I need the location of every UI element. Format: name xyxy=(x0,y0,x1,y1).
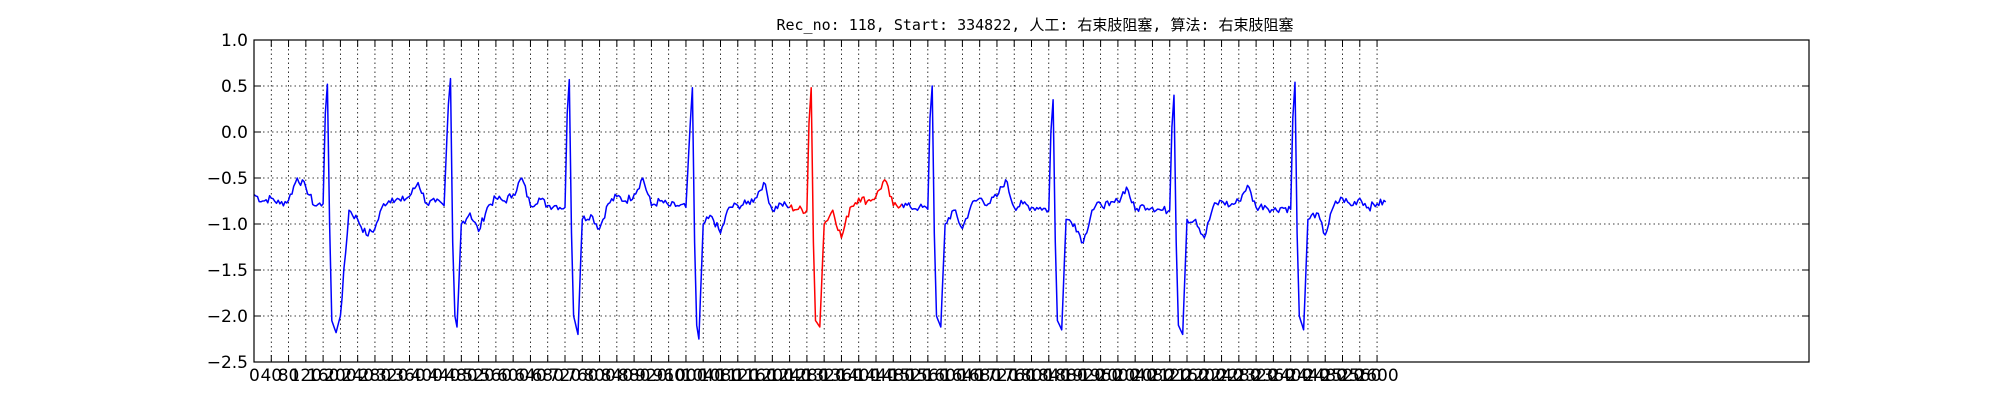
x-tick-label: 520 xyxy=(462,366,494,386)
x-tick-label: 840 xyxy=(601,366,633,386)
x-tick-label: 360 xyxy=(393,366,425,386)
x-tick-label: 1720 xyxy=(975,366,1018,386)
x-tick-label: 1520 xyxy=(889,366,932,386)
x-axis: 0 408012016020024028032036040044048052056… xyxy=(249,40,1399,386)
x-tick-label: 80 xyxy=(278,366,300,386)
x-tick-label: 560 xyxy=(480,366,512,386)
x-tick-label: 640 xyxy=(514,366,546,386)
x-tick-label: 200 xyxy=(324,366,356,386)
x-tick-label: 680 xyxy=(531,366,563,386)
x-tick-label: 2560 xyxy=(1338,366,1381,386)
x-tick-label: 2200 xyxy=(1183,366,1226,386)
x-tick-label: 1120 xyxy=(716,366,759,386)
x-tick-label: 2360 xyxy=(1252,366,1295,386)
chart-title: Rec_no: 118, Start: 334822, 人工: 右束肢阻塞, 算… xyxy=(776,16,1293,34)
x-tick-label: 2280 xyxy=(1217,366,1260,386)
x-tick-label: 1800 xyxy=(1010,366,1053,386)
x-tick-label: 1560 xyxy=(906,366,949,386)
x-tick-label: 600 xyxy=(497,366,529,386)
x-tick-label: 1400 xyxy=(837,366,880,386)
x-tick-label: 1160 xyxy=(733,366,776,386)
x-tick-label: 960 xyxy=(652,366,684,386)
y-tick-label: 0.5 xyxy=(221,77,248,97)
x-tick-label: 280 xyxy=(359,366,391,386)
x-tick-label: 2160 xyxy=(1165,366,1208,386)
x-tick-label: 1320 xyxy=(803,366,846,386)
x-tick-label: 1840 xyxy=(1027,366,1070,386)
x-tick-label: 400 xyxy=(411,366,443,386)
x-tick-label: 720 xyxy=(549,366,581,386)
y-tick-label: −0.5 xyxy=(207,169,248,189)
x-tick-label: 1080 xyxy=(699,366,742,386)
x-tick-label: 120 xyxy=(290,366,322,386)
x-tick-label: 1880 xyxy=(1044,366,1087,386)
x-tick-label: 440 xyxy=(428,366,460,386)
x-tick-label: 800 xyxy=(583,366,615,386)
x-tick-label: 1440 xyxy=(854,366,897,386)
x-tick-label: 1280 xyxy=(785,366,828,386)
x-tick-label: 2520 xyxy=(1321,366,1364,386)
x-tick-label: 920 xyxy=(635,366,667,386)
y-tick-label: 1.0 xyxy=(221,31,248,51)
y-tick-label: −1.0 xyxy=(207,215,248,235)
y-tick-label: −1.5 xyxy=(207,261,248,281)
x-tick-label: 1760 xyxy=(993,366,1036,386)
x-tick-label: 1200 xyxy=(751,366,794,386)
x-tick-label: 2320 xyxy=(1234,366,1277,386)
x-tick-label: 40 xyxy=(260,366,282,386)
x-tick-label: 2480 xyxy=(1304,366,1347,386)
x-tick-label: 480 xyxy=(445,366,477,386)
x-tick-label: 240 xyxy=(341,366,373,386)
x-tick-label: 760 xyxy=(566,366,598,386)
x-tick-label: 320 xyxy=(376,366,408,386)
x-tick-label: 1240 xyxy=(768,366,811,386)
x-tick-label: 2000 xyxy=(1096,366,1139,386)
x-tick-label: 0 xyxy=(249,366,260,386)
x-tick-label: 1000 xyxy=(664,366,707,386)
x-tick-label: 1960 xyxy=(1079,366,1122,386)
x-tick-label: 1360 xyxy=(820,366,863,386)
x-tick-label: 1920 xyxy=(1062,366,1105,386)
x-tick-label: 1600 xyxy=(923,366,966,386)
grid xyxy=(254,40,1809,362)
x-tick-label: 1680 xyxy=(958,366,1001,386)
x-tick-label: 2080 xyxy=(1131,366,1174,386)
ecg-series-line xyxy=(901,81,1387,336)
x-tick-label: 1040 xyxy=(682,366,725,386)
y-tick-label: −2.0 xyxy=(207,307,248,327)
x-tick-label: 2600 xyxy=(1355,366,1398,386)
x-tick-label: 2440 xyxy=(1286,366,1329,386)
ecg-trace xyxy=(253,77,1387,340)
x-tick-label: 2240 xyxy=(1200,366,1243,386)
x-tick-label: 2040 xyxy=(1114,366,1157,386)
x-tick-label: 1480 xyxy=(872,366,915,386)
x-tick-label: 160 xyxy=(307,366,339,386)
y-axis: 1.0 0.5 0.0 −0.5 −1.0 −1.5 −2.0 −2.5 xyxy=(207,31,1809,373)
x-tick-label: 2120 xyxy=(1148,366,1191,386)
plot-frame xyxy=(253,39,1810,363)
ecg-series-line xyxy=(253,77,790,340)
y-tick-label: −2.5 xyxy=(207,353,248,373)
x-tick-label: 2400 xyxy=(1269,366,1312,386)
x-tick-label: 880 xyxy=(618,366,650,386)
y-tick-label: 0.0 xyxy=(221,123,248,143)
ecg-highlight-segment xyxy=(788,87,903,328)
x-tick-label: 1640 xyxy=(941,366,984,386)
